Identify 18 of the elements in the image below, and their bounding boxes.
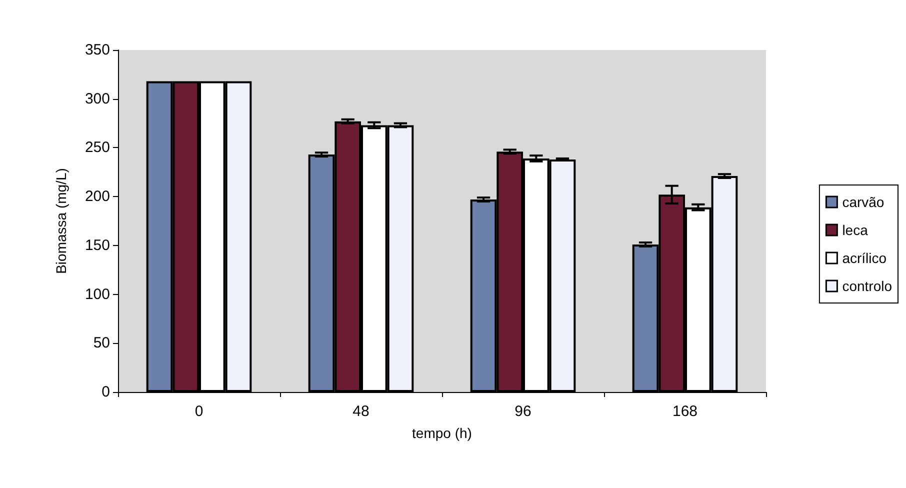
x-axis-title: tempo (h): [412, 425, 472, 441]
legend-label: leca: [842, 222, 868, 238]
y-tick-label: 100: [84, 286, 110, 303]
y-axis-title: Biomassa (mg/L): [53, 168, 69, 274]
y-tick-label: 0: [102, 384, 110, 400]
y-tick-label: 250: [84, 139, 110, 156]
x-tick-label: 0: [194, 403, 204, 420]
x-tick-label: 168: [672, 403, 698, 420]
legend-label: acrílico: [842, 250, 887, 266]
x-tick-label: 48: [352, 403, 370, 420]
legend-label: controlo: [842, 278, 892, 294]
legend-label: carvão: [842, 194, 884, 210]
y-tick-label: 300: [84, 90, 110, 108]
y-tick-label: 350: [84, 42, 110, 58]
y-tick-label: 200: [84, 188, 110, 206]
y-tick-label: 50: [93, 334, 110, 352]
y-tick-label: 150: [84, 236, 110, 254]
x-tick-label: 96: [514, 403, 532, 420]
